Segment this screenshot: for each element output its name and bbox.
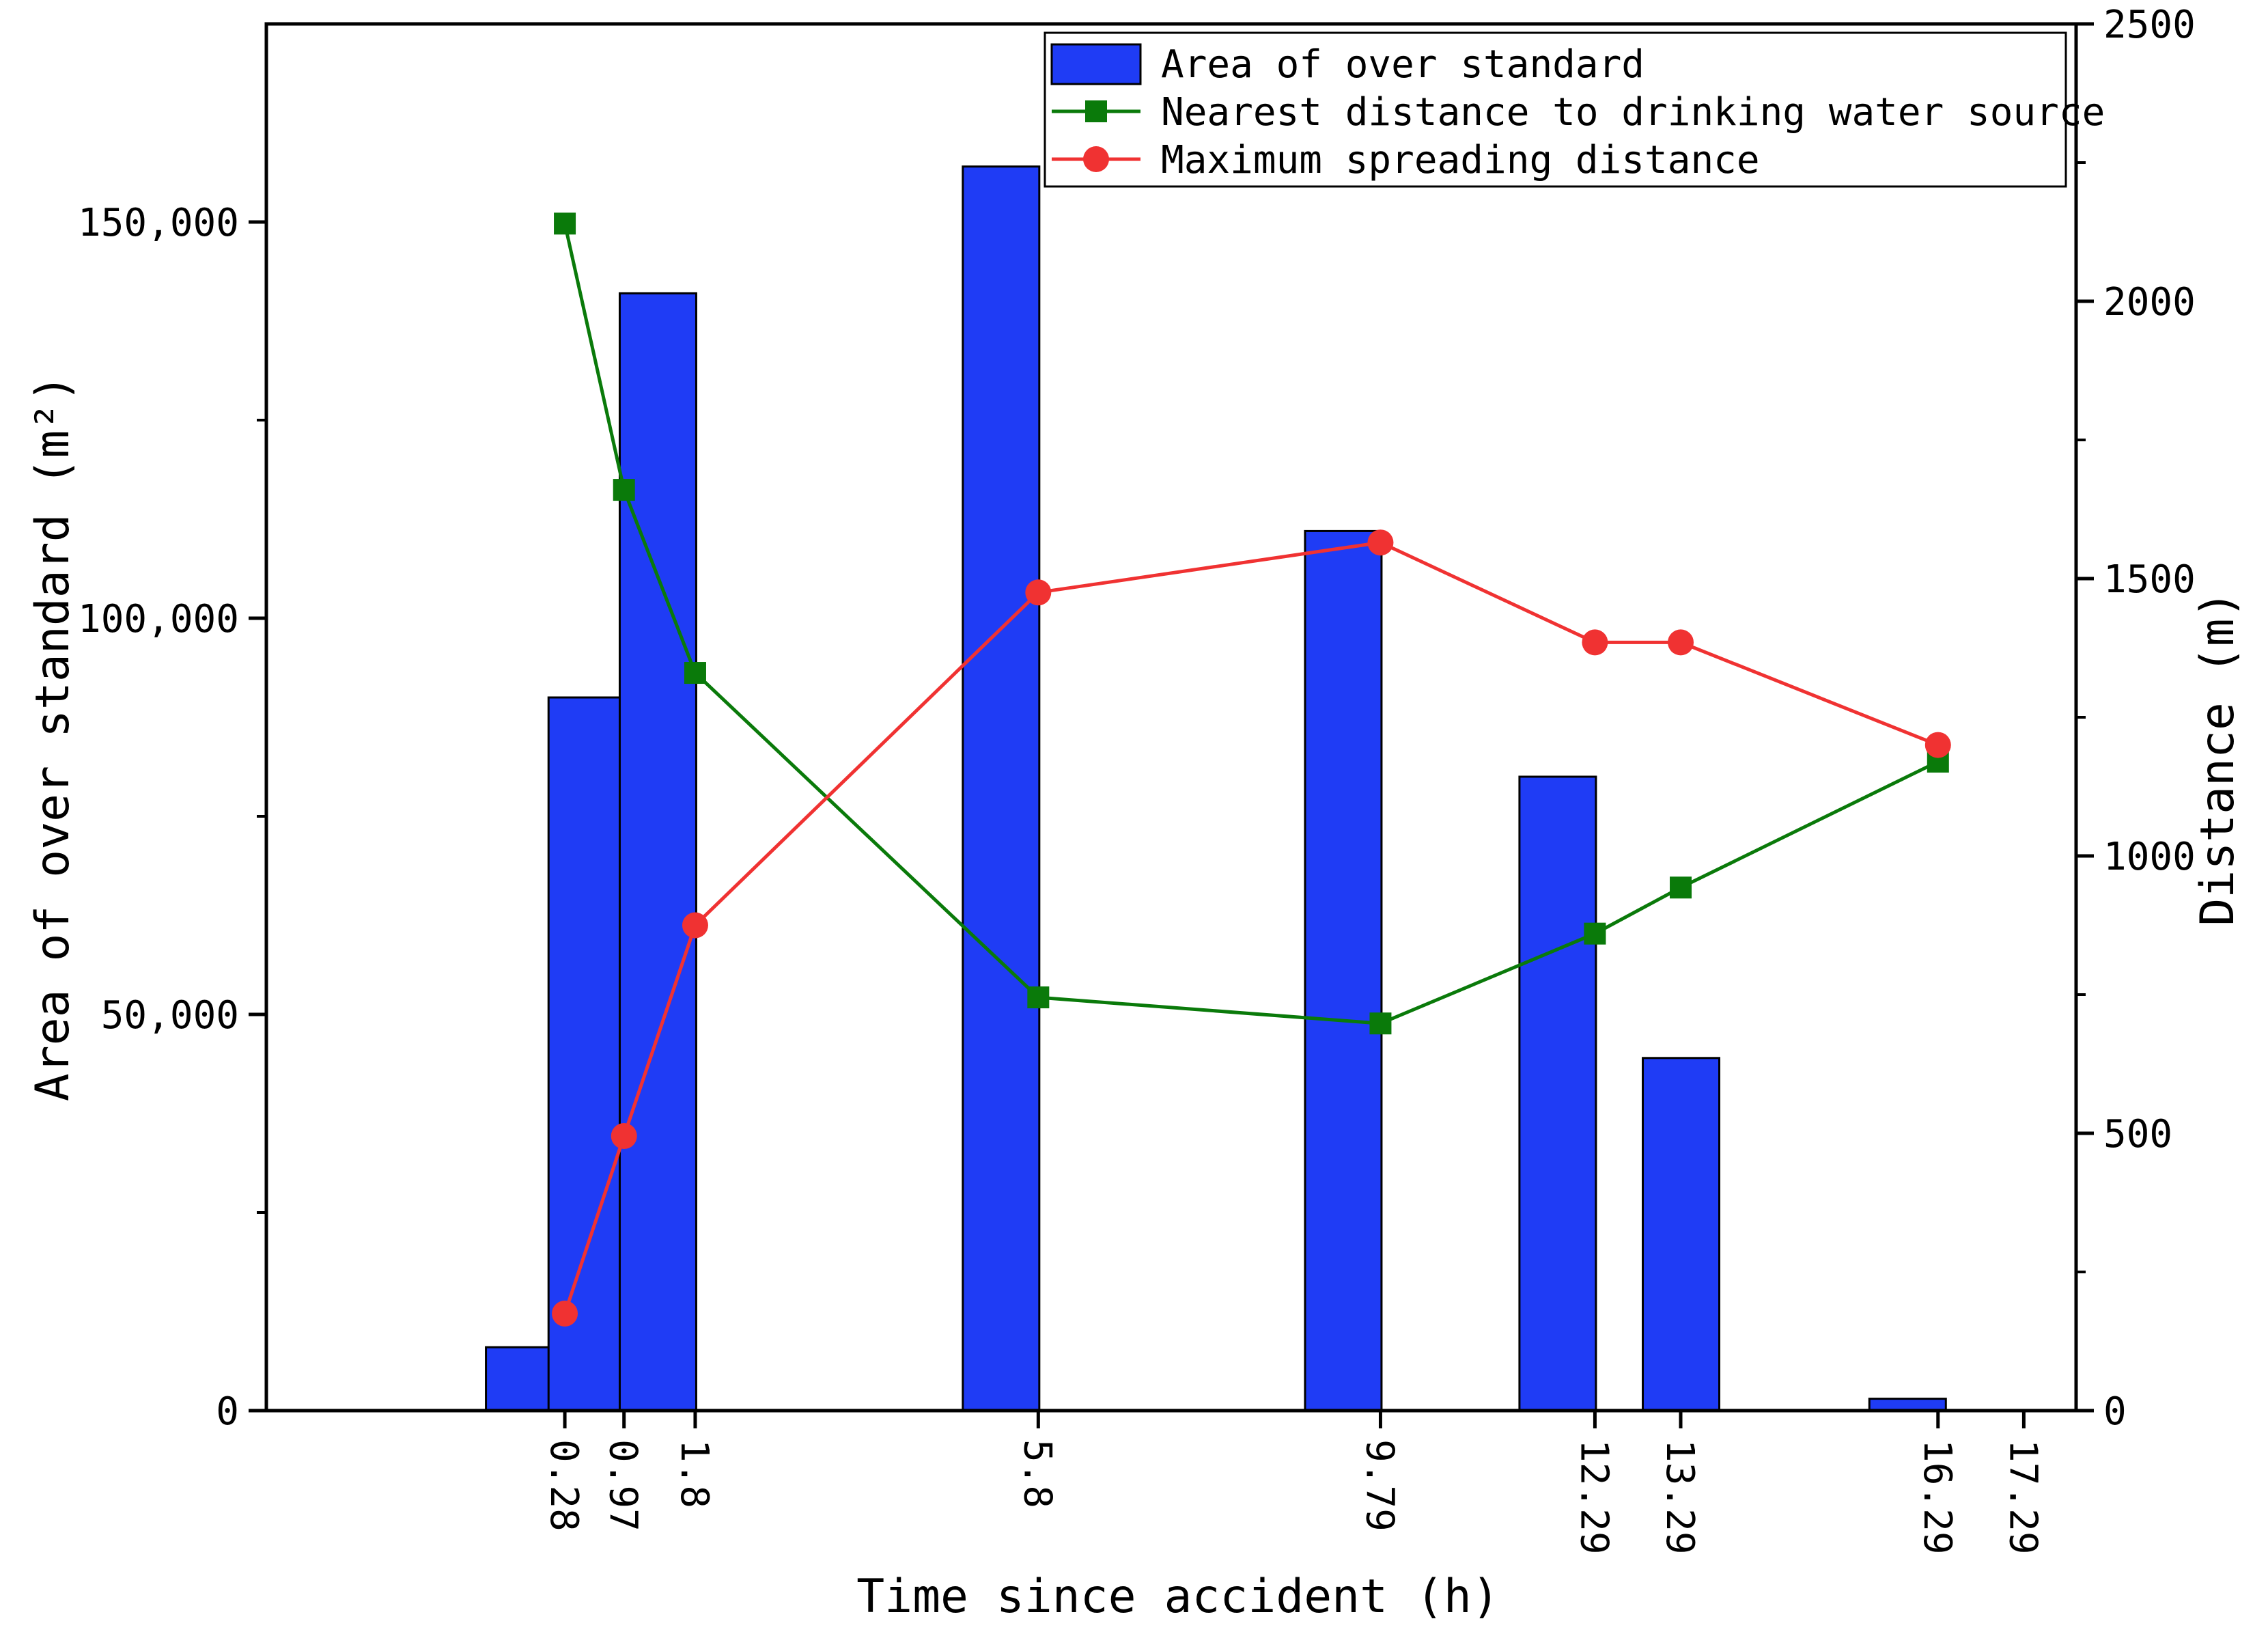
line-marker-square (1369, 1012, 1392, 1035)
y-right-tick-label: 2000 (2103, 280, 2196, 324)
legend-marker-circle (1083, 146, 1109, 172)
plot-frame (264, 22, 2078, 1413)
x-tick-label: 1.8 (672, 1439, 716, 1508)
line-marker-circle (1367, 529, 1394, 556)
line-marker-circle (1582, 629, 1608, 656)
bar (962, 165, 1041, 1412)
series-line (563, 540, 1939, 1314)
bar (1518, 775, 1597, 1412)
y-left-tick-label: 100,000 (78, 597, 239, 641)
x-tick-label: 9.79 (1357, 1439, 1401, 1532)
lines-layer (552, 212, 1951, 1327)
legend-swatch-bar (1050, 43, 1142, 85)
x-tick-label: 0.28 (542, 1439, 586, 1532)
y-left-tick-label: 150,000 (78, 201, 239, 245)
bar (1642, 1057, 1721, 1412)
bar (1868, 1398, 1947, 1412)
line-marker-circle (1924, 732, 1951, 758)
line-marker-square (1027, 986, 1050, 1009)
y-right-tick-label: 1500 (2103, 557, 2196, 602)
line-marker-square (554, 212, 576, 235)
x-tick-label: 17.29 (2000, 1439, 2045, 1555)
line-marker-circle (1025, 579, 1052, 606)
y-axis-left-title: Area of over standard (m²) (26, 374, 80, 1101)
line-marker-circle (1668, 629, 1694, 656)
series-line (563, 223, 1939, 1025)
x-tick-label: 0.97 (601, 1439, 645, 1532)
line-marker-circle (552, 1300, 578, 1327)
legend-label: Maximum spreading distance (1161, 138, 1760, 182)
x-tick-label: 5.8 (1015, 1439, 1059, 1508)
line-marker-circle (611, 1123, 637, 1150)
x-tick-label: 13.29 (1657, 1439, 1702, 1555)
line-marker-square (613, 479, 635, 501)
x-tick-label: 12.29 (1571, 1439, 1616, 1555)
line-marker-square (684, 662, 706, 684)
y-axis-right-title: Distance (m) (2191, 590, 2245, 926)
y-left-tick-label: 50,000 (101, 993, 239, 1038)
x-tick-label: 16.29 (1915, 1439, 1959, 1555)
legend-box (1044, 31, 2067, 188)
y-left-tick-label: 0 (216, 1389, 239, 1434)
y-right-tick-label: 1000 (2103, 835, 2196, 879)
y-right-tick-label: 0 (2103, 1389, 2127, 1434)
axes-layer: 0 50,000 100,000 150,000 0 500 1000 1500 2000 250… (78, 3, 2196, 1555)
bar (1304, 529, 1383, 1412)
bar (547, 696, 626, 1412)
x-axis-title: Time since accident (h) (856, 1570, 1500, 1624)
line-marker-circle (682, 912, 708, 939)
legend-label: Area of over standard (1161, 42, 1644, 87)
y-right-tick-label: 2500 (2103, 3, 2196, 47)
legend-label: Nearest distance to drinking water sourc… (1161, 90, 2105, 135)
line-marker-square (1584, 922, 1606, 945)
bars-layer (485, 165, 1947, 1412)
line-marker-square (1670, 876, 1692, 899)
legend-marker-square (1085, 100, 1107, 122)
bar (618, 292, 697, 1412)
y-right-tick-label: 500 (2103, 1112, 2172, 1157)
